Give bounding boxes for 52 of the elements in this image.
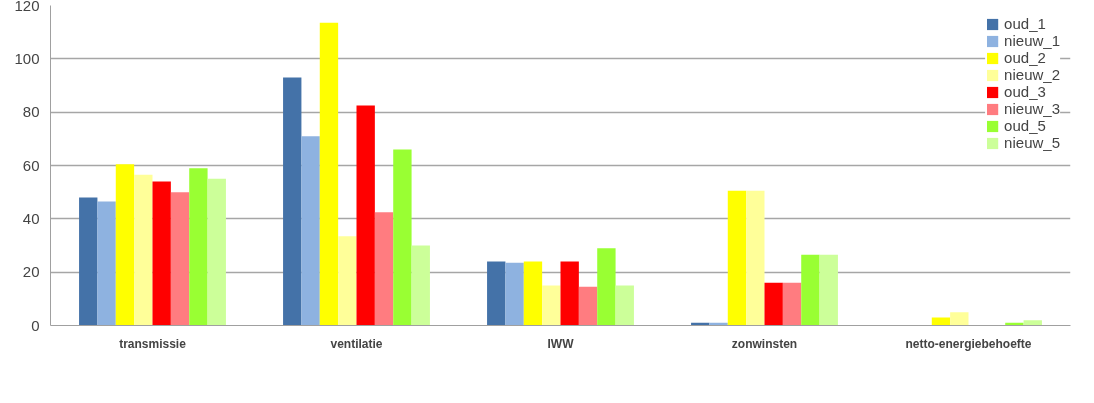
bar	[1023, 320, 1042, 326]
bar	[764, 282, 783, 326]
legend-label: nieuw_3	[1004, 100, 1060, 117]
x-tick-label: zonwinsten	[731, 336, 798, 351]
y-tick-label: 120	[14, 0, 40, 14]
bar	[319, 22, 339, 326]
bar	[801, 254, 820, 326]
x-tick-label: ventilatie	[330, 336, 383, 351]
legend-label: oud_3	[1004, 83, 1046, 100]
bar	[374, 212, 394, 326]
bar	[338, 236, 357, 326]
bar	[207, 178, 226, 326]
bar	[727, 190, 747, 326]
bar	[97, 201, 116, 326]
legend-label: nieuw_5	[1004, 134, 1060, 151]
bar	[523, 261, 543, 326]
bar	[950, 312, 969, 326]
y-tick-label: 40	[22, 209, 40, 227]
bar	[615, 285, 634, 326]
bar	[782, 282, 802, 326]
y-tick-label: 60	[22, 156, 40, 174]
legend-label: oud_1	[1004, 15, 1046, 32]
legend-label: nieuw_1	[1004, 32, 1060, 49]
bar	[393, 149, 412, 326]
y-tick-label: 0	[31, 316, 40, 334]
bar	[79, 197, 98, 326]
y-tick-label: 20	[22, 263, 40, 281]
bar	[356, 105, 375, 326]
bar	[542, 285, 561, 326]
bar	[560, 261, 579, 326]
legend-label: oud_2	[1004, 49, 1046, 66]
bar	[115, 164, 135, 326]
bar	[152, 181, 171, 326]
bar	[301, 136, 320, 326]
legend-label: nieuw_2	[1004, 66, 1060, 83]
bar	[189, 168, 208, 326]
bar	[487, 261, 506, 326]
x-tick-label: IWW	[547, 336, 575, 351]
bar	[819, 254, 838, 326]
bar	[597, 248, 616, 326]
bar	[578, 286, 598, 326]
bar	[411, 245, 430, 326]
bar	[134, 174, 153, 326]
bar	[746, 190, 765, 326]
x-tick-label: transmissie	[119, 336, 187, 351]
legend-label: oud_5	[1004, 117, 1046, 134]
y-tick-label: 100	[14, 49, 40, 67]
x-tick-label: netto-energiebehoefte	[905, 336, 1032, 351]
bar	[505, 262, 524, 326]
bar	[283, 77, 302, 326]
bar	[170, 192, 190, 326]
y-tick-label: 80	[22, 103, 40, 121]
